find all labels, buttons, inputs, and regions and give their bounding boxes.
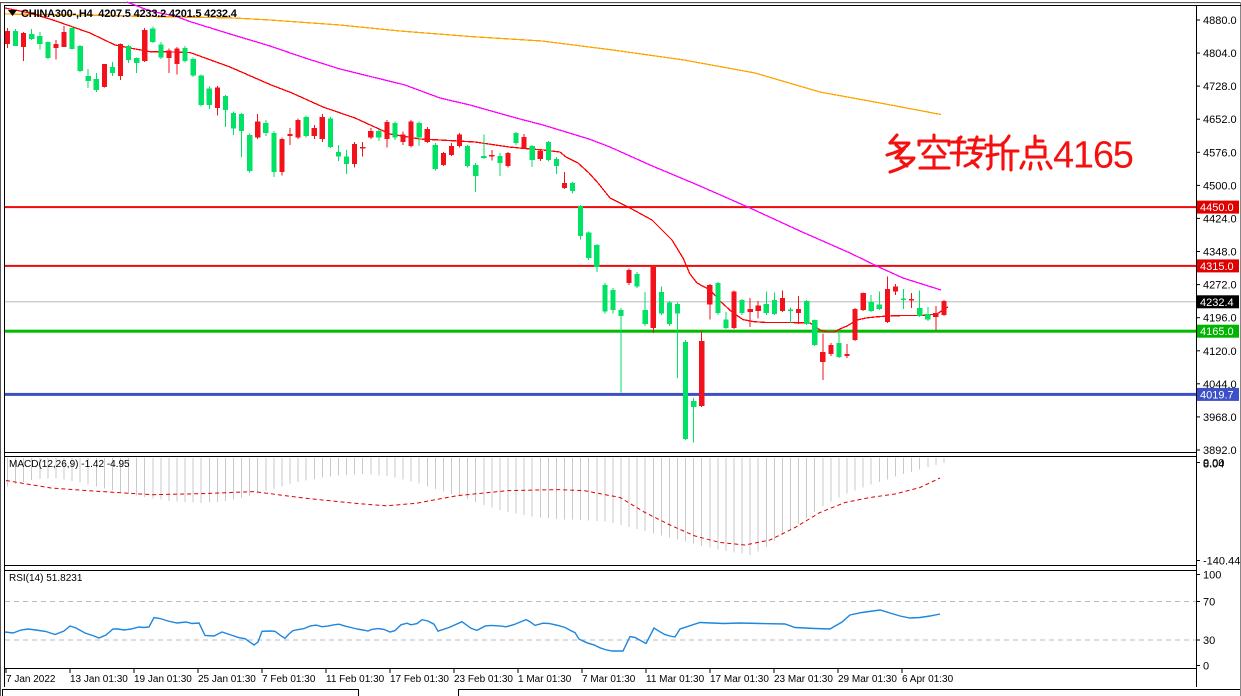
svg-text:4165.0: 4165.0 (1200, 326, 1234, 338)
svg-text:11 Mar 01:30: 11 Mar 01:30 (646, 674, 705, 685)
svg-text:0.00: 0.00 (1203, 458, 1224, 470)
svg-text:13 Jan 01:30: 13 Jan 01:30 (70, 674, 128, 685)
svg-text:4120.0: 4120.0 (1203, 346, 1237, 358)
svg-text:29 Mar 01:30: 29 Mar 01:30 (838, 674, 897, 685)
svg-text:4348.0: 4348.0 (1203, 247, 1237, 259)
svg-text:70: 70 (1203, 597, 1215, 609)
svg-text:1 Mar 01:30: 1 Mar 01:30 (518, 674, 572, 685)
svg-text:4804.0: 4804.0 (1203, 48, 1237, 60)
svg-text:RSI(14) 51.8231: RSI(14) 51.8231 (9, 573, 83, 584)
svg-text:4232.4: 4232.4 (1200, 297, 1234, 309)
svg-text:23 Mar 01:30: 23 Mar 01:30 (774, 674, 833, 685)
svg-text:25 Jan 01:30: 25 Jan 01:30 (198, 674, 256, 685)
svg-text:100: 100 (1203, 570, 1221, 582)
svg-text:19 Jan 01:30: 19 Jan 01:30 (134, 674, 192, 685)
svg-text:4576.0: 4576.0 (1203, 147, 1237, 159)
svg-text:4880.0: 4880.0 (1203, 15, 1237, 27)
svg-text:4315.0: 4315.0 (1200, 261, 1234, 273)
svg-text:4652.0: 4652.0 (1203, 114, 1237, 126)
svg-text:17 Mar 01:30: 17 Mar 01:30 (710, 674, 769, 685)
svg-text:3892.0: 3892.0 (1203, 445, 1237, 457)
svg-text:-140.44: -140.44 (1203, 556, 1240, 568)
svg-text:7 Jan 2022: 7 Jan 2022 (6, 674, 56, 685)
svg-text:17 Feb 01:30: 17 Feb 01:30 (390, 674, 449, 685)
svg-text:4272.0: 4272.0 (1203, 280, 1237, 292)
svg-text:7 Feb 01:30: 7 Feb 01:30 (262, 674, 316, 685)
svg-text:0: 0 (1203, 661, 1209, 673)
svg-text:3968.0: 3968.0 (1203, 412, 1237, 424)
svg-text:4500.0: 4500.0 (1203, 180, 1237, 192)
svg-text:4019.7: 4019.7 (1200, 389, 1234, 401)
svg-text:30: 30 (1203, 635, 1215, 647)
svg-text:MACD(12,26,9) -1.42 -4.95: MACD(12,26,9) -1.42 -4.95 (9, 459, 130, 470)
svg-text:4165: 4165 (1053, 135, 1133, 177)
svg-text:CHINA300-,H4 4207.5 4233.2 42: CHINA300-,H4 4207.5 4233.2 4201.5 4232.4 (21, 8, 238, 20)
svg-text:6 Apr 01:30: 6 Apr 01:30 (902, 674, 954, 685)
svg-text:8.04: 8.04 (1203, 459, 1224, 471)
svg-text:11 Feb 01:30: 11 Feb 01:30 (326, 674, 385, 685)
svg-text:4728.0: 4728.0 (1203, 81, 1237, 93)
svg-text:4424.0: 4424.0 (1203, 213, 1237, 225)
svg-text:23 Feb 01:30: 23 Feb 01:30 (454, 674, 513, 685)
svg-text:4450.0: 4450.0 (1200, 202, 1234, 214)
svg-text:4044.0: 4044.0 (1203, 379, 1237, 391)
svg-text:4196.0: 4196.0 (1203, 313, 1237, 325)
svg-text:7 Mar 01:30: 7 Mar 01:30 (582, 674, 636, 685)
